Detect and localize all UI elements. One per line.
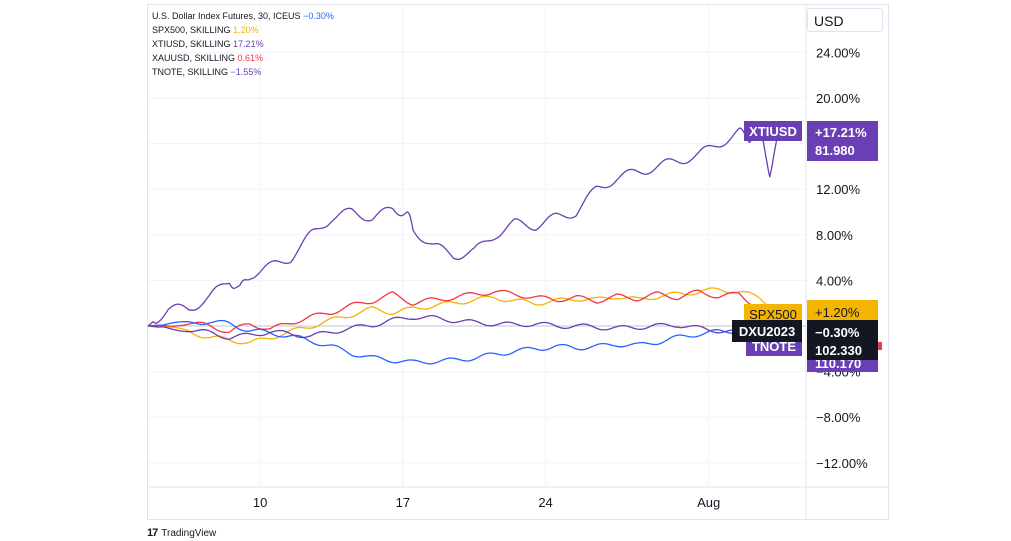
tradingview-logo-icon: 17 <box>147 527 158 539</box>
legend-row-change: −1.55% <box>230 67 262 77</box>
x-tick-label: 10 <box>253 495 267 510</box>
price-label-price: 81.980 <box>815 143 855 158</box>
xauusd-marker <box>878 342 882 350</box>
legend-title-row: U.S. Dollar Index Futures, 30, ICEUS −0.… <box>152 9 334 23</box>
legend-row: XTIUSD, SKILLING 17.21% <box>152 37 334 51</box>
legend-row-name: XAUUSD, SKILLING <box>152 53 236 63</box>
y-tick-label: −12.00% <box>816 456 868 471</box>
legend-row: TNOTE, SKILLING −1.55% <box>152 65 334 79</box>
symbol-tag-text: DXU2023 <box>739 324 795 339</box>
legend-row-change: 17.21% <box>233 39 264 49</box>
price-label-change: +17.21% <box>815 125 867 140</box>
y-tick-label: 12.00% <box>816 182 861 197</box>
y-tick-label: −8.00% <box>816 410 861 425</box>
tradingview-branding[interactable]: 17 TradingView <box>147 527 216 539</box>
series-line-spx500 <box>147 287 781 345</box>
legend-title-change: −0.30% <box>303 11 334 21</box>
y-tick-label: 8.00% <box>816 228 853 243</box>
legend-row-name: SPX500, SKILLING <box>152 25 231 35</box>
series-line-xauusd <box>147 289 781 334</box>
price-label-change: +1.20% <box>815 305 860 320</box>
symbol-tag-text: XTIUSD <box>749 124 797 139</box>
price-label-change: −0.30% <box>815 325 860 340</box>
symbol-tag-dxu2023 <box>732 320 802 342</box>
legend-row-name: TNOTE, SKILLING <box>152 67 229 77</box>
legend: U.S. Dollar Index Futures, 30, ICEUS −0.… <box>152 9 334 79</box>
y-tick-label: 20.00% <box>816 91 861 106</box>
y-tick-label: 4.00% <box>816 273 853 288</box>
legend-row: SPX500, SKILLING 1.20% <box>152 23 334 37</box>
y-tick-label: 24.00% <box>816 45 861 60</box>
price-label-xtiusd <box>807 121 878 161</box>
legend-row-change: 0.61% <box>237 53 264 63</box>
chart-frame <box>147 4 889 520</box>
x-tick-label: 17 <box>396 495 410 510</box>
legend-title: U.S. Dollar Index Futures, 30, ICEUS <box>152 11 301 21</box>
x-tick-label: Aug <box>697 495 720 510</box>
series-line-tnote <box>147 314 781 345</box>
symbol-tag-spx500 <box>744 304 802 324</box>
legend-row-name: XTIUSD, SKILLING <box>152 39 231 49</box>
symbol-tag-text: SPX500 <box>749 307 797 322</box>
legend-row-change: 1.20% <box>233 25 259 35</box>
price-label-price: 102.330 <box>815 343 862 358</box>
symbol-tag-xtiusd <box>744 121 802 141</box>
series-line-xtiusd <box>147 121 781 327</box>
legend-row: XAUUSD, SKILLING 0.61% <box>152 51 334 65</box>
symbol-tag-text: TNOTE <box>752 339 796 354</box>
price-label-dxu2023 <box>807 320 878 360</box>
x-tick-label: 24 <box>538 495 552 510</box>
price-label-spx500 <box>807 300 878 322</box>
currency-button[interactable]: USD <box>807 8 883 32</box>
tradingview-name: TradingView <box>161 527 217 539</box>
